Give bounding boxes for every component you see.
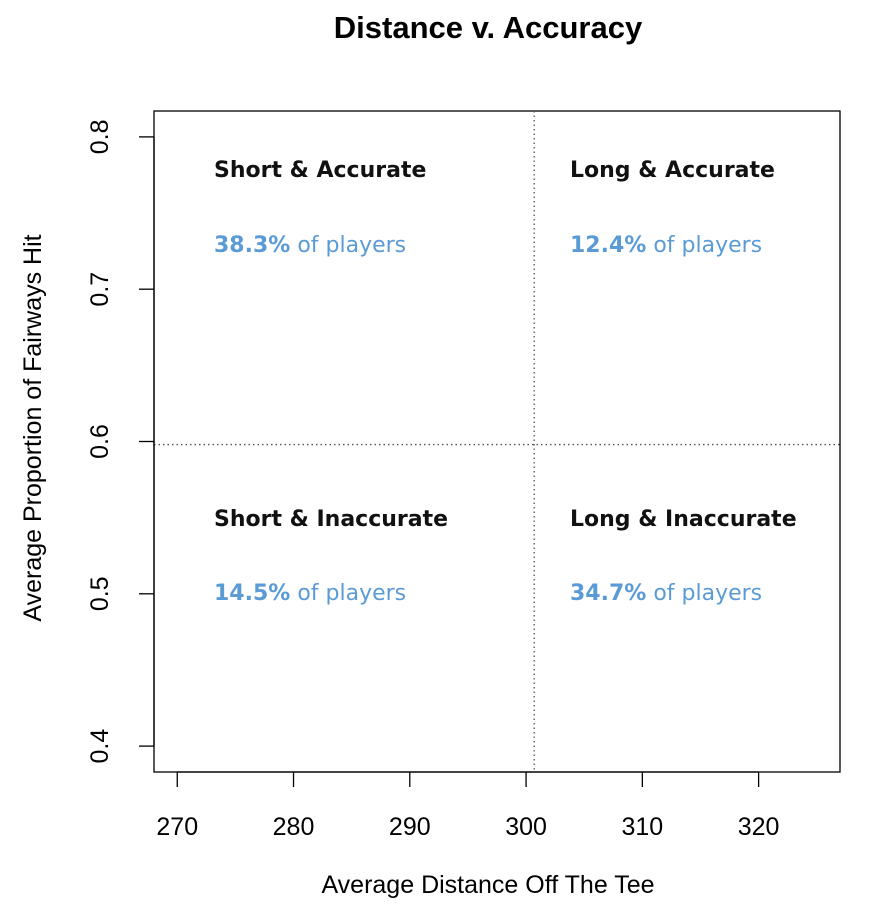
quadrant-title: Short & Inaccurate <box>214 507 448 532</box>
quadrant-title: Short & Accurate <box>214 158 426 183</box>
quadrant-short-inaccurate: Short & Inaccurate 14.5% of players <box>214 507 448 606</box>
quadrant-stat: 38.3% of players <box>214 233 406 258</box>
quadrant-suffix: of players <box>290 581 406 606</box>
plot-frame <box>153 110 841 773</box>
y-tick-label: 0.4 <box>86 729 114 764</box>
quadrant-percentage: 34.7% <box>570 581 646 606</box>
x-tick-label: 280 <box>273 813 315 841</box>
x-tick-label: 290 <box>389 813 431 841</box>
quadrant-short-accurate: Short & Accurate 38.3% of players <box>214 158 426 258</box>
quadrant-long-accurate: Long & Accurate 12.4% of players <box>570 158 775 258</box>
quadrant-stat: 14.5% of players <box>214 581 406 606</box>
y-axis-label: Average Proportion of Fairways Hit <box>19 234 47 621</box>
quadrant-percentage: 12.4% <box>570 233 646 258</box>
quadrant-suffix: of players <box>646 581 762 606</box>
quadrant-suffix: of players <box>290 233 406 258</box>
x-tick-label: 310 <box>621 813 663 841</box>
x-axis-label: Average Distance Off The Tee <box>321 871 654 899</box>
y-tick-label: 0.6 <box>86 424 114 459</box>
quadrant-percentage: 38.3% <box>214 233 290 258</box>
x-tick-label: 300 <box>505 813 547 841</box>
x-tick-label: 320 <box>738 813 780 841</box>
quadrant-title: Long & Accurate <box>570 158 775 183</box>
y-tick-label: 0.7 <box>86 272 114 307</box>
chart-title: Distance v. Accuracy <box>334 10 643 45</box>
reference-lines <box>154 111 840 772</box>
quadrant-stat: 34.7% of players <box>570 581 762 606</box>
quadrant-long-inaccurate: Long & Inaccurate 34.7% of players <box>570 507 797 606</box>
y-tick-label: 0.8 <box>86 120 114 155</box>
quadrant-stat: 12.4% of players <box>570 233 762 258</box>
quadrant-title: Long & Inaccurate <box>570 507 797 532</box>
x-axis: 270 280 290 300 310 320 <box>156 771 780 841</box>
y-axis: 0.4 0.5 0.6 0.7 0.8 <box>86 120 155 764</box>
x-tick-label: 270 <box>156 813 198 841</box>
quadrant-percentage: 14.5% <box>214 581 290 606</box>
y-tick-label: 0.5 <box>86 576 114 611</box>
quadrant-suffix: of players <box>646 233 762 258</box>
